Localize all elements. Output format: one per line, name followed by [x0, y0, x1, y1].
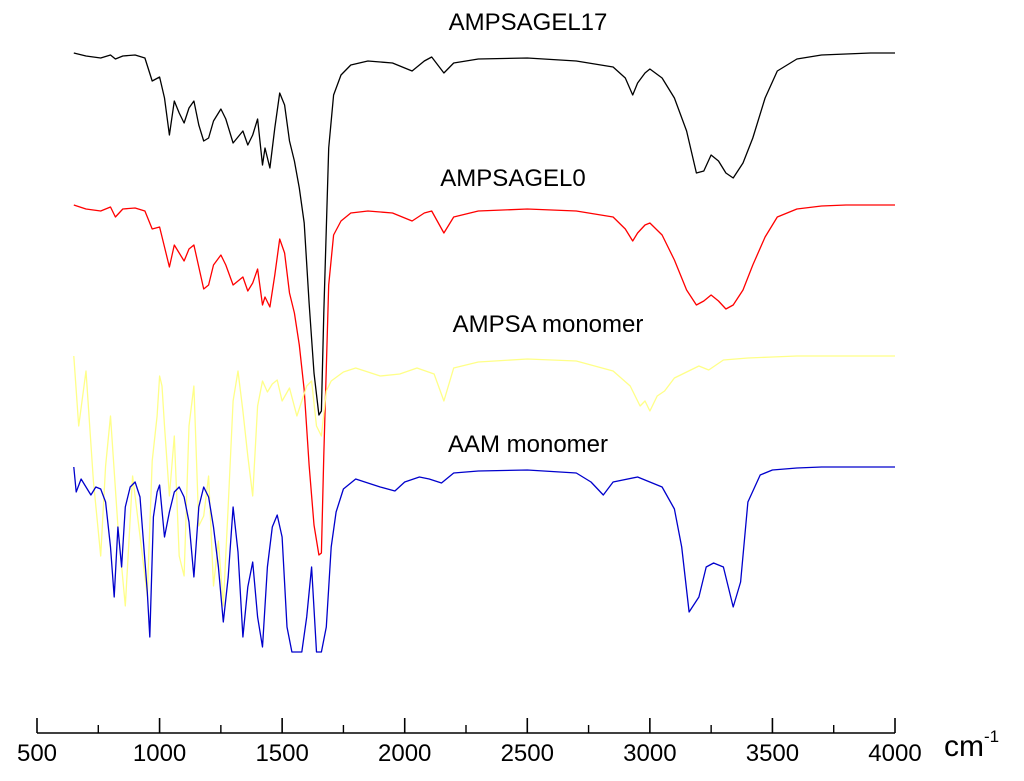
x-tick-label: 2000 — [378, 740, 431, 767]
x-tick-label: 1500 — [255, 740, 308, 767]
x-tick-label: 3500 — [746, 740, 799, 767]
series-label-ampsa-monomer: AMPSA monomer — [453, 311, 644, 338]
series-line-ampsagel17 — [73, 52, 895, 416]
series-label-aam-monomer: AAM monomer — [448, 431, 608, 458]
x-tick-label: 3000 — [623, 740, 676, 767]
x-axis-unit-base: cm — [944, 730, 984, 763]
x-tick-label: 2500 — [501, 740, 554, 767]
series-line-ampsagel0 — [73, 204, 895, 556]
series-label-ampsagel17: AMPSAGEL17 — [449, 9, 608, 36]
x-axis-unit-exponent: -1 — [984, 727, 999, 746]
spectra-group — [73, 52, 895, 653]
series-label-ampsagel0: AMPSAGEL0 — [440, 165, 585, 192]
x-axis: 500 1000 1500 2000 2500 3000 3500 4000 — [17, 718, 922, 767]
x-axis-unit-label: cm-1 — [944, 727, 999, 763]
x-tick-label: 500 — [17, 740, 57, 767]
x-tick-label: 1000 — [133, 740, 186, 767]
x-tick-label: 4000 — [868, 740, 921, 767]
series-line-aam-monomer — [73, 466, 895, 653]
series-line-ampsa-monomer — [73, 355, 895, 607]
